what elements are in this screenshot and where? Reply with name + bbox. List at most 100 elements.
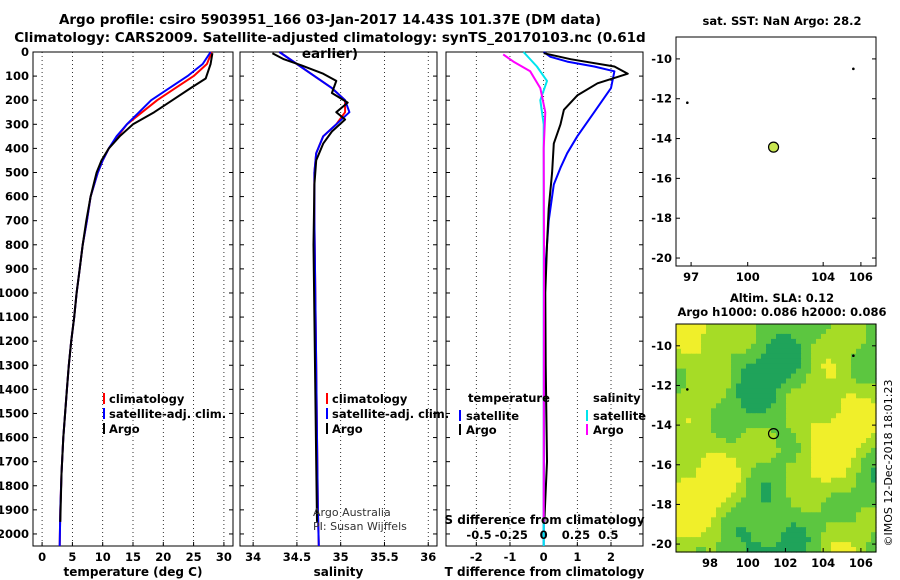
ssh-heatmap-cell bbox=[701, 542, 707, 548]
ssh-heatmap-cell bbox=[716, 413, 722, 419]
ssh-heatmap-cell bbox=[741, 443, 747, 449]
ssh-heatmap-cell bbox=[761, 502, 767, 508]
ssh-heatmap-cell bbox=[741, 542, 747, 548]
ssh-heatmap-cell bbox=[816, 388, 822, 394]
ssh-heatmap-cell bbox=[716, 428, 722, 434]
ssh-heatmap-cell bbox=[821, 378, 827, 385]
ssh-heatmap-cell bbox=[701, 527, 707, 533]
ssh-heatmap-cell bbox=[801, 433, 807, 439]
ssh-heatmap-cell bbox=[756, 527, 762, 533]
ssh-heatmap-cell bbox=[751, 537, 757, 543]
ssh-heatmap-cell bbox=[786, 403, 792, 409]
ssh-heatmap-cell bbox=[696, 487, 702, 494]
difference-series-s-argo bbox=[502, 53, 547, 522]
ssh-heatmap-cell bbox=[686, 467, 692, 474]
ssh-heatmap-cell bbox=[871, 487, 877, 494]
ssh-heatmap-cell bbox=[711, 333, 717, 340]
ssh-heatmap-cell bbox=[856, 487, 862, 494]
ssh-heatmap-cell bbox=[761, 343, 767, 350]
ssh-heatmap-cell bbox=[801, 358, 807, 365]
ssh-heatmap-cell bbox=[846, 547, 852, 553]
ssh-heatmap-cell bbox=[826, 413, 832, 419]
ssh-heatmap-cell bbox=[826, 398, 832, 404]
ssh-heatmap-cell bbox=[736, 452, 742, 459]
ssh-heatmap-cell bbox=[746, 378, 752, 385]
ssh-heatmap-cell bbox=[756, 497, 762, 504]
ssh-heatmap-cell bbox=[846, 378, 852, 385]
ssh-heatmap-cell bbox=[796, 492, 802, 499]
ssh-heatmap-cell bbox=[676, 428, 682, 434]
ssh-heatmap-cell bbox=[781, 522, 787, 528]
ssh-heatmap-cell bbox=[716, 507, 722, 513]
ssh-heatmap-cell bbox=[696, 547, 702, 553]
ssh-heatmap-cell bbox=[746, 343, 752, 350]
ssh-heatmap-cell bbox=[831, 393, 837, 399]
ssh-heatmap-cell bbox=[861, 507, 867, 513]
ssh-heatmap-cell bbox=[836, 487, 842, 494]
ssh-heatmap-cell bbox=[806, 547, 812, 553]
ssh-heatmap-cell bbox=[751, 443, 757, 449]
ssh-heatmap-cell bbox=[771, 497, 777, 504]
ssh-heatmap-cell bbox=[821, 393, 827, 399]
ssh-heatmap-cell bbox=[771, 388, 777, 394]
ssh-heatmap-cell bbox=[771, 378, 777, 385]
ssh-heatmap-cell bbox=[801, 333, 807, 340]
ssh-heatmap-cell bbox=[686, 423, 692, 429]
ssh-heatmap-cell bbox=[846, 507, 852, 513]
ssh-heatmap-cell bbox=[831, 443, 837, 449]
ssh-heatmap-cell bbox=[691, 378, 697, 385]
ssh-heatmap-cell bbox=[696, 423, 702, 429]
ssh-heatmap-cell bbox=[816, 438, 822, 444]
ssh-heatmap-cell bbox=[751, 333, 757, 340]
ssh-heatmap-cell bbox=[761, 333, 767, 340]
ssh-heatmap-cell bbox=[826, 363, 832, 370]
ssh-heatmap-cell bbox=[791, 472, 797, 479]
ssh-heatmap-cell bbox=[866, 512, 872, 518]
ssh-heatmap-cell bbox=[796, 428, 802, 434]
ssh-heatmap-cell bbox=[746, 363, 752, 370]
ssh-heatmap-cell bbox=[841, 408, 847, 414]
ssh-heatmap-cell bbox=[816, 433, 822, 439]
ssh-heatmap-cell bbox=[776, 547, 782, 553]
ssh-heatmap-cell bbox=[866, 497, 872, 504]
ssh-heatmap-cell bbox=[821, 408, 827, 414]
ssh-heatmap-cell bbox=[676, 527, 682, 533]
ssh-heatmap-cell bbox=[846, 467, 852, 474]
ssh-heatmap-cell bbox=[706, 497, 712, 504]
ssh-heatmap-cell bbox=[741, 388, 747, 394]
ssh-heatmap-cell bbox=[721, 338, 727, 345]
ssh-heatmap-cell bbox=[781, 353, 787, 360]
ssh-heatmap-cell bbox=[866, 428, 872, 434]
difference-xlabel: T difference from climatology bbox=[445, 565, 645, 579]
ssh-heatmap-cell bbox=[811, 517, 817, 523]
ssh-heatmap-cell bbox=[696, 492, 702, 499]
ssh-heatmap-cell bbox=[836, 418, 842, 424]
difference-series-t-argo bbox=[543, 52, 629, 522]
ssh-heatmap-cell bbox=[846, 398, 852, 404]
ssh-heatmap-cell bbox=[856, 388, 862, 394]
ssh-heatmap-cell bbox=[681, 329, 687, 335]
ssh-heatmap-cell bbox=[796, 378, 802, 385]
ssh-heatmap-cell bbox=[781, 423, 787, 429]
ssh-heatmap-cell bbox=[706, 378, 712, 385]
ssh-heatmap-cell bbox=[856, 452, 862, 459]
ssh-heatmap-cell bbox=[831, 527, 837, 533]
ssh-heatmap-cell bbox=[701, 512, 707, 518]
ssh_map-ytick-label: -18 bbox=[651, 497, 672, 511]
ssh-heatmap-cell bbox=[846, 324, 852, 330]
ssh-heatmap-cell bbox=[701, 329, 707, 335]
ssh-heatmap-cell bbox=[871, 527, 877, 533]
ssh-heatmap-cell bbox=[741, 358, 747, 365]
ssh-heatmap-cell bbox=[691, 517, 697, 523]
ssh-heatmap-cell bbox=[756, 487, 762, 494]
ssh-heatmap-cell bbox=[786, 487, 792, 494]
ssh-heatmap-cell bbox=[761, 467, 767, 474]
ssh-heatmap-cell bbox=[741, 447, 747, 454]
ssh-heatmap-cell bbox=[851, 348, 857, 355]
ssh-heatmap-cell bbox=[726, 522, 732, 528]
ssh-heatmap-cell bbox=[741, 527, 747, 533]
ssh-heatmap-cell bbox=[846, 443, 852, 449]
ssh-heatmap-cell bbox=[811, 482, 817, 489]
ssh-heatmap-cell bbox=[831, 329, 837, 335]
